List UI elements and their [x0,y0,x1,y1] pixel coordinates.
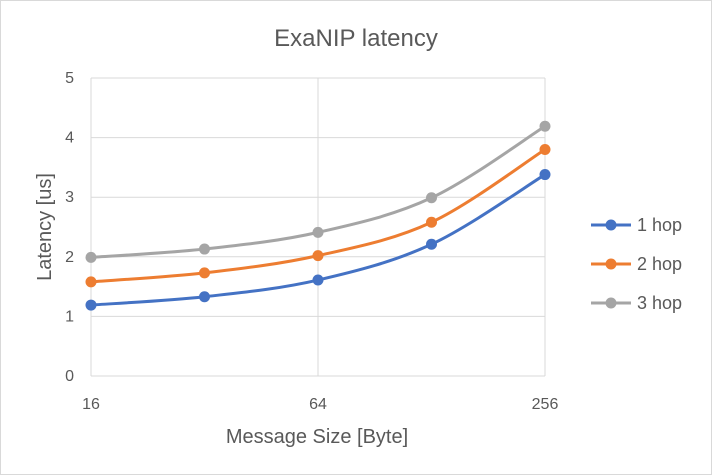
data-point [426,216,437,228]
data-point [539,120,551,132]
x-tick-label: 256 [532,396,559,413]
data-point [85,251,97,263]
legend-item: 1 hop [591,215,682,235]
y-tick-label: 0 [65,368,74,385]
data-point [539,169,551,181]
data-point [85,299,97,311]
chart-title: ExaNIP latency [274,25,438,52]
data-point [539,144,551,156]
y-tick-label: 1 [65,308,74,325]
data-point [199,291,210,303]
legend-marker [605,258,617,270]
legend-label: 1 hop [637,215,682,235]
legend-marker [605,219,617,231]
y-tick-label: 5 [65,70,74,87]
data-point [85,276,97,288]
legend: 1 hop 2 hop 3 hop [591,215,682,313]
legend-item: 2 hop [591,254,682,274]
data-point [312,226,324,238]
series-1 [85,169,551,311]
series-2 [85,144,551,288]
data-point [426,238,437,250]
x-tick-label: 64 [309,396,327,413]
y-tick-label: 3 [65,189,74,206]
series-group [85,120,551,311]
data-point [199,267,210,279]
y-tick-label: 4 [65,130,74,147]
y-axis-label: Latency [us] [34,173,56,281]
y-tick-label: 2 [65,249,74,266]
x-axis-ticks: 16 64 256 [82,396,558,413]
data-point [199,243,210,255]
x-tick-label: 16 [82,396,100,413]
legend-item: 3 hop [591,293,682,313]
legend-label: 3 hop [637,293,682,313]
data-point [312,250,324,262]
legend-marker [605,297,617,309]
series-3 [85,120,551,263]
legend-label: 2 hop [637,254,682,274]
data-point [312,274,324,286]
data-point [426,192,437,204]
y-axis-ticks: 0 1 2 3 4 5 [65,70,74,385]
x-axis-label: Message Size [Byte] [226,426,408,448]
